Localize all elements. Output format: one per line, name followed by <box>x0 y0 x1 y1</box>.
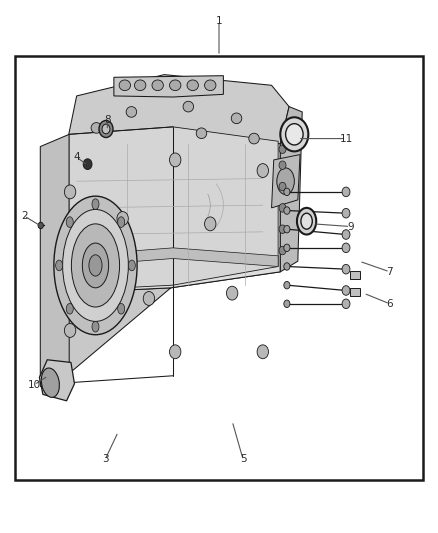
Ellipse shape <box>231 113 242 124</box>
Text: 10: 10 <box>28 380 41 390</box>
Text: 9: 9 <box>347 222 354 231</box>
Ellipse shape <box>82 243 109 288</box>
Ellipse shape <box>205 217 216 231</box>
Text: 7: 7 <box>386 267 393 277</box>
Ellipse shape <box>54 196 137 335</box>
Bar <box>350 271 360 279</box>
Ellipse shape <box>92 321 99 332</box>
Ellipse shape <box>342 286 350 295</box>
Text: 4: 4 <box>73 152 80 162</box>
Bar <box>15 56 423 480</box>
Ellipse shape <box>63 209 128 321</box>
Ellipse shape <box>126 107 137 117</box>
Ellipse shape <box>284 300 290 308</box>
Ellipse shape <box>342 299 350 309</box>
Polygon shape <box>40 134 69 386</box>
Ellipse shape <box>99 120 113 138</box>
Ellipse shape <box>284 244 290 252</box>
Polygon shape <box>42 128 280 384</box>
Text: 1: 1 <box>215 17 223 26</box>
Ellipse shape <box>301 213 312 229</box>
Ellipse shape <box>342 187 350 197</box>
Text: 2: 2 <box>21 211 28 221</box>
Ellipse shape <box>279 161 286 169</box>
Polygon shape <box>280 107 302 272</box>
Ellipse shape <box>284 263 290 270</box>
Ellipse shape <box>56 260 63 271</box>
Polygon shape <box>69 127 278 290</box>
Ellipse shape <box>284 188 290 196</box>
Ellipse shape <box>342 264 350 274</box>
Ellipse shape <box>38 222 43 229</box>
Ellipse shape <box>183 101 194 112</box>
Ellipse shape <box>92 199 99 209</box>
Polygon shape <box>114 76 223 97</box>
Ellipse shape <box>66 217 73 228</box>
Bar <box>350 288 360 296</box>
Ellipse shape <box>118 303 125 314</box>
Ellipse shape <box>226 286 238 300</box>
Ellipse shape <box>205 80 216 91</box>
Ellipse shape <box>170 80 181 91</box>
Text: 8: 8 <box>104 115 111 125</box>
Ellipse shape <box>102 124 110 134</box>
Ellipse shape <box>196 128 207 139</box>
Text: 3: 3 <box>102 455 109 464</box>
Ellipse shape <box>128 260 135 271</box>
Ellipse shape <box>342 243 350 253</box>
Ellipse shape <box>170 345 181 359</box>
Ellipse shape <box>279 225 286 233</box>
Ellipse shape <box>66 303 73 314</box>
Polygon shape <box>57 107 289 384</box>
Polygon shape <box>39 360 74 401</box>
Ellipse shape <box>297 208 316 235</box>
Ellipse shape <box>117 212 128 225</box>
Ellipse shape <box>284 207 290 214</box>
Ellipse shape <box>134 80 146 91</box>
Ellipse shape <box>118 217 125 228</box>
Ellipse shape <box>64 185 76 199</box>
Ellipse shape <box>279 246 286 255</box>
Ellipse shape <box>119 80 131 91</box>
Ellipse shape <box>279 145 286 154</box>
Ellipse shape <box>71 224 120 307</box>
Ellipse shape <box>257 345 268 359</box>
Ellipse shape <box>279 204 286 212</box>
Ellipse shape <box>284 225 290 233</box>
Ellipse shape <box>64 324 76 337</box>
Ellipse shape <box>249 133 259 144</box>
Ellipse shape <box>342 230 350 239</box>
Ellipse shape <box>152 80 163 91</box>
Ellipse shape <box>284 281 290 289</box>
Ellipse shape <box>187 80 198 91</box>
Ellipse shape <box>89 255 102 276</box>
Text: 5: 5 <box>240 455 247 464</box>
Polygon shape <box>272 155 300 208</box>
Ellipse shape <box>286 124 303 145</box>
Text: 11: 11 <box>339 134 353 143</box>
Ellipse shape <box>143 292 155 305</box>
Ellipse shape <box>280 117 308 151</box>
Ellipse shape <box>83 159 92 169</box>
Ellipse shape <box>91 123 102 133</box>
Text: 6: 6 <box>386 299 393 309</box>
Ellipse shape <box>170 153 181 167</box>
Polygon shape <box>68 75 289 144</box>
Ellipse shape <box>342 208 350 218</box>
Polygon shape <box>69 248 278 266</box>
Ellipse shape <box>257 164 268 177</box>
Ellipse shape <box>277 168 294 195</box>
Ellipse shape <box>41 368 60 398</box>
Ellipse shape <box>279 182 286 191</box>
